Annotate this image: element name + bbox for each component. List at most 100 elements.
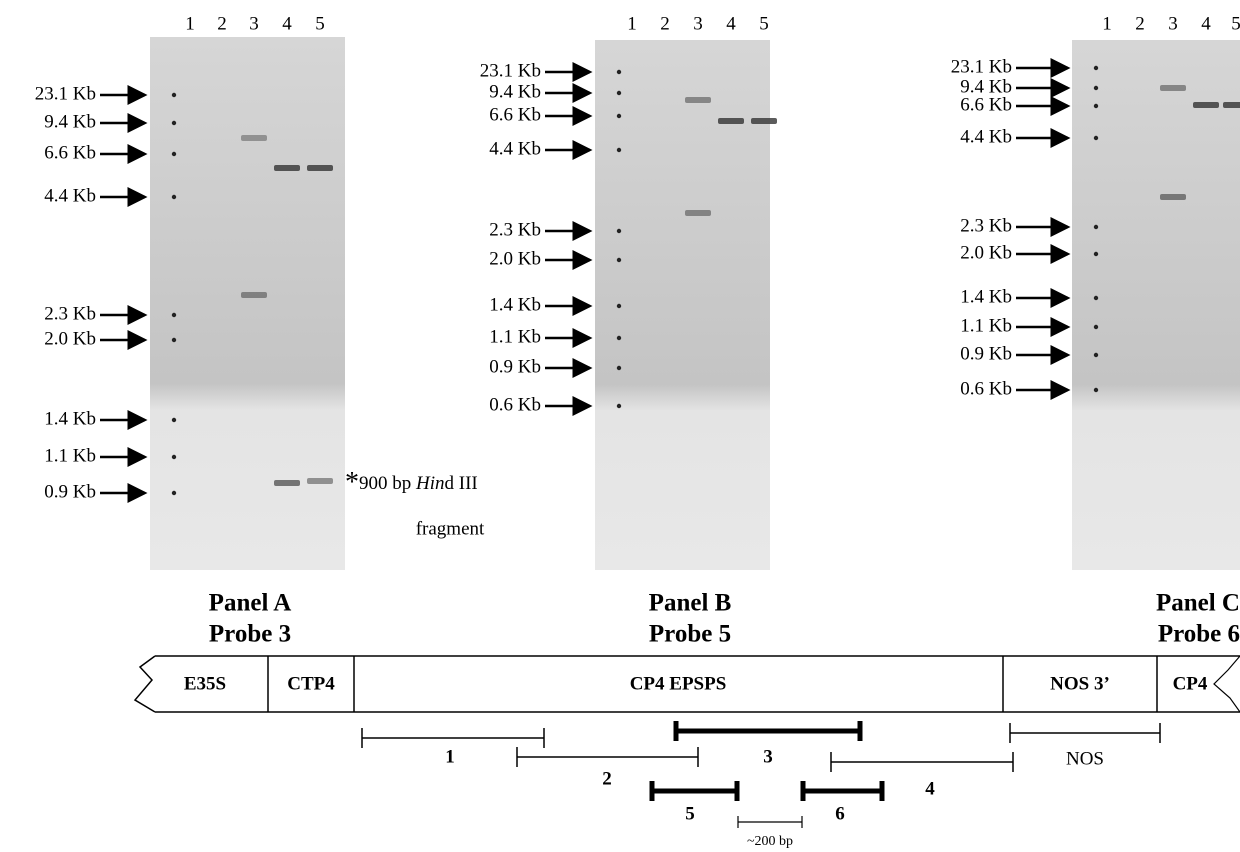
ladder-dot bbox=[617, 114, 621, 118]
probe-bar bbox=[676, 721, 860, 741]
panel-probe: Probe 6 bbox=[1158, 621, 1240, 648]
segment-label: E35S bbox=[184, 673, 226, 694]
ladder-dot bbox=[617, 229, 621, 233]
ladder-dot bbox=[1094, 296, 1098, 300]
marker-label: 0.9 Kb bbox=[489, 356, 541, 377]
ladder-dot bbox=[172, 313, 176, 317]
marker-label: 23.1 Kb bbox=[35, 83, 96, 104]
lane-label: 4 bbox=[1201, 13, 1211, 34]
figure: *900 bp Hind III fragment 1234523.1 Kb9.… bbox=[0, 0, 1240, 852]
probe-bar bbox=[1010, 723, 1160, 743]
ladder-dot bbox=[1094, 225, 1098, 229]
gel bbox=[150, 37, 345, 570]
marker-label: 6.6 Kb bbox=[489, 104, 541, 125]
segment-label: NOS 3’ bbox=[1050, 673, 1110, 694]
probe-label: 1 bbox=[445, 746, 455, 767]
ladder-dot bbox=[617, 336, 621, 340]
segment-label: CTP4 bbox=[287, 673, 335, 694]
ladder-dot bbox=[617, 304, 621, 308]
ladder-dot bbox=[1094, 325, 1098, 329]
lane-label: 3 bbox=[1168, 13, 1178, 34]
ladder-dot bbox=[172, 418, 176, 422]
lane-label: 2 bbox=[1135, 13, 1145, 34]
probe-label: 5 bbox=[685, 803, 695, 824]
marker-label: 1.4 Kb bbox=[960, 286, 1012, 307]
marker-label: 2.3 Kb bbox=[960, 215, 1012, 236]
segment-label: CP4 EPSPS bbox=[630, 673, 727, 694]
marker-label: 1.4 Kb bbox=[44, 408, 96, 429]
gel bbox=[1072, 40, 1240, 570]
ladder-dot bbox=[172, 152, 176, 156]
map-right-cut bbox=[1214, 656, 1240, 712]
ladder-dot bbox=[172, 195, 176, 199]
marker-label: 23.1 Kb bbox=[480, 60, 541, 81]
ladder-dot bbox=[172, 338, 176, 342]
note: *900 bp Hind III bbox=[345, 467, 478, 498]
ladder-dot bbox=[617, 366, 621, 370]
probe-label: 3 bbox=[763, 746, 773, 767]
marker-label: 0.9 Kb bbox=[44, 481, 96, 502]
band bbox=[241, 135, 267, 141]
band bbox=[274, 480, 300, 486]
ladder-dot bbox=[617, 148, 621, 152]
marker-label: 1.1 Kb bbox=[489, 326, 541, 347]
scale-bar bbox=[738, 816, 802, 828]
probe-label: 2 bbox=[602, 768, 612, 789]
ladder-dot bbox=[1094, 66, 1098, 70]
probe-bar bbox=[831, 752, 1013, 772]
panel-title: Panel A bbox=[209, 590, 292, 617]
ladder-dot bbox=[172, 491, 176, 495]
marker-label: 1.1 Kb bbox=[44, 445, 96, 466]
marker-label: 4.4 Kb bbox=[489, 138, 541, 159]
ladder-dot bbox=[1094, 136, 1098, 140]
probe-label: NOS bbox=[1066, 748, 1104, 769]
ladder-dot bbox=[1094, 252, 1098, 256]
note-line2: fragment bbox=[416, 518, 485, 539]
band bbox=[718, 118, 744, 124]
lane-label: 2 bbox=[660, 13, 670, 34]
lane-label: 4 bbox=[726, 13, 736, 34]
lane-label: 3 bbox=[693, 13, 703, 34]
ladder-dot bbox=[617, 258, 621, 262]
ladder-dot bbox=[617, 70, 621, 74]
marker-label: 0.9 Kb bbox=[960, 343, 1012, 364]
marker-label: 23.1 Kb bbox=[951, 56, 1012, 77]
lane-label: 1 bbox=[185, 13, 195, 34]
panel-title: Panel B bbox=[649, 590, 732, 617]
probe-bar bbox=[362, 728, 544, 748]
panel-probe: Probe 3 bbox=[209, 621, 291, 648]
marker-label: 4.4 Kb bbox=[960, 126, 1012, 147]
lane-label: 3 bbox=[249, 13, 259, 34]
panel-title: Panel C bbox=[1156, 590, 1240, 617]
scale-label: ~200 bp bbox=[747, 834, 793, 849]
band bbox=[1160, 85, 1186, 91]
band bbox=[1160, 194, 1186, 200]
lane-label: 1 bbox=[627, 13, 637, 34]
lane-label: 5 bbox=[759, 13, 769, 34]
marker-label: 6.6 Kb bbox=[960, 94, 1012, 115]
band bbox=[1223, 102, 1240, 108]
band bbox=[307, 165, 333, 171]
ladder-dot bbox=[172, 93, 176, 97]
probe-bar bbox=[803, 781, 882, 801]
band bbox=[685, 210, 711, 216]
probe-bar bbox=[652, 781, 737, 801]
band bbox=[274, 165, 300, 171]
marker-label: 0.6 Kb bbox=[489, 394, 541, 415]
marker-label: 0.6 Kb bbox=[960, 378, 1012, 399]
marker-label: 1.4 Kb bbox=[489, 294, 541, 315]
ladder-dot bbox=[617, 404, 621, 408]
marker-label: 1.1 Kb bbox=[960, 315, 1012, 336]
ladder-dot bbox=[1094, 104, 1098, 108]
band bbox=[1193, 102, 1219, 108]
band bbox=[241, 292, 267, 298]
marker-label: 2.3 Kb bbox=[44, 303, 96, 324]
marker-label: 2.0 Kb bbox=[489, 248, 541, 269]
marker-label: 9.4 Kb bbox=[489, 81, 541, 102]
lane-label: 2 bbox=[217, 13, 227, 34]
lane-label: 1 bbox=[1102, 13, 1112, 34]
marker-label: 2.0 Kb bbox=[960, 242, 1012, 263]
marker-label: 9.4 Kb bbox=[44, 111, 96, 132]
marker-label: 2.0 Kb bbox=[44, 328, 96, 349]
probe-label: 4 bbox=[925, 778, 935, 799]
